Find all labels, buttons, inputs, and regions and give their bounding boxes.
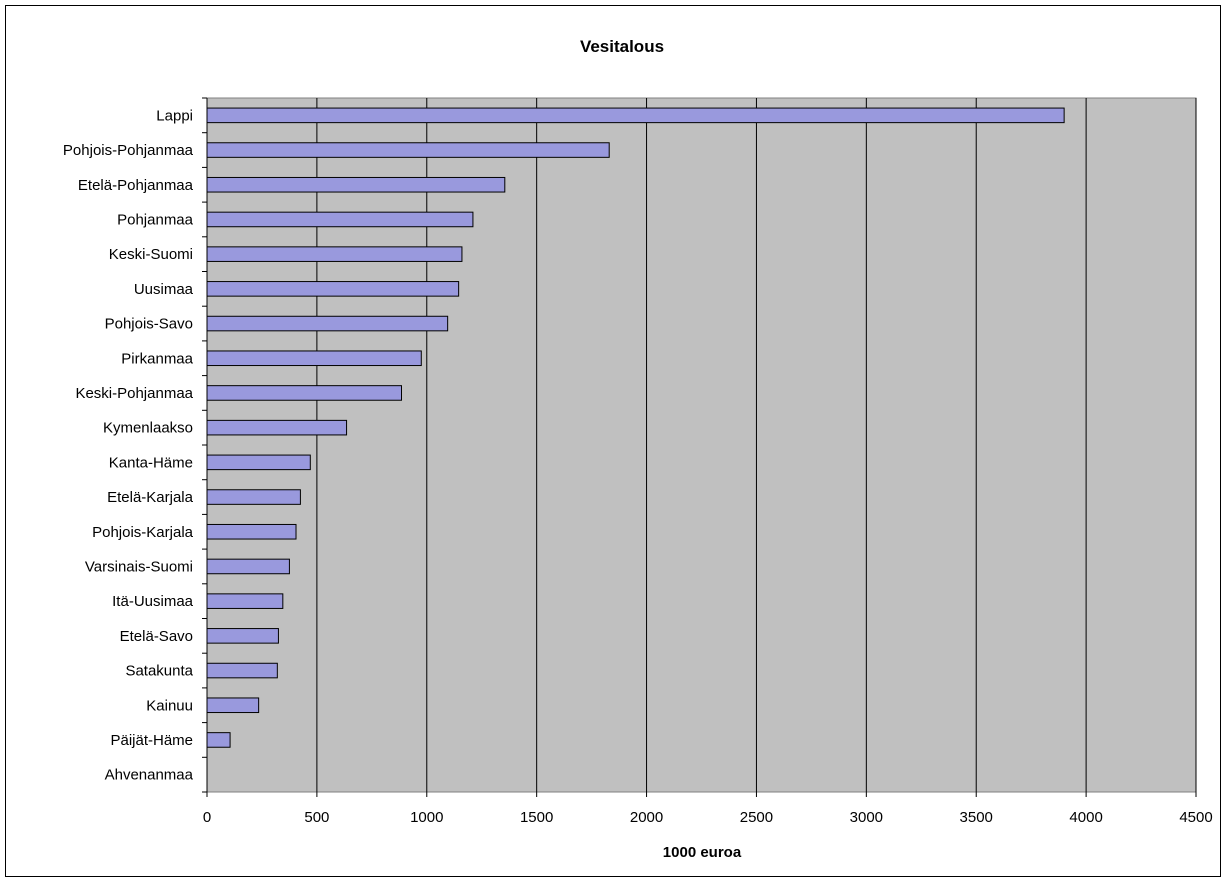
bar xyxy=(206,454,311,471)
y-tick-label: Keski-Suomi xyxy=(109,246,193,263)
y-tick-label: Pirkanmaa xyxy=(121,350,193,367)
bar xyxy=(206,315,449,332)
bar xyxy=(206,142,610,158)
y-tick-label: Kainuu xyxy=(146,697,193,714)
bar xyxy=(206,350,422,367)
plot-area xyxy=(206,97,1197,793)
x-tick-label: 2000 xyxy=(630,809,663,826)
x-tick-label: 1500 xyxy=(520,809,553,826)
bar xyxy=(206,211,474,228)
x-axis: 0 500 1000 1500 2000 2500 3000 3500 4000 4500 xyxy=(203,792,1213,826)
x-tick-label: 0 xyxy=(203,809,211,826)
bar xyxy=(206,385,403,401)
y-tick-label: Satakunta xyxy=(125,663,193,680)
y-tick-label: Lappi xyxy=(156,107,193,124)
x-tick-label: 3000 xyxy=(850,809,883,826)
y-axis: Lappi Pohjois-Pohjanmaa Etelä-Pohjanmaa Poh… xyxy=(63,97,208,793)
bar xyxy=(206,697,260,714)
y-tick-label: Etelä-Pohjanmaa xyxy=(78,177,194,194)
y-tick-label: Etelä-Savo xyxy=(120,628,193,645)
y-tick-label: Pohjois-Savo xyxy=(105,316,193,333)
y-tick-label: Etelä-Karjala xyxy=(107,489,194,506)
y-tick-label: Pohjanmaa xyxy=(117,211,194,228)
bar xyxy=(206,662,278,679)
y-tick-label: Keski-Pohjanmaa xyxy=(75,385,193,402)
bar xyxy=(206,246,463,262)
x-axis-label: 1000 euroa xyxy=(663,844,742,861)
x-tick-label: 4000 xyxy=(1069,809,1102,826)
y-tick-label: Pohjois-Karjala xyxy=(92,524,194,541)
bar xyxy=(206,176,506,193)
x-tick-label: 2500 xyxy=(740,809,773,826)
x-tick-label: 4500 xyxy=(1179,809,1212,826)
y-tick-label: Itä-Uusimaa xyxy=(112,593,194,610)
x-tick-label: 500 xyxy=(304,809,329,826)
bar xyxy=(206,558,290,575)
bar xyxy=(206,489,301,505)
y-tick-label: Ahvenanmaa xyxy=(105,767,194,784)
y-tick-label: Uusimaa xyxy=(134,281,194,298)
y-tick-label: Varsinais-Suomi xyxy=(85,558,193,575)
y-tick-label: Pohjois-Pohjanmaa xyxy=(63,142,194,159)
bar xyxy=(206,523,297,540)
bar xyxy=(206,593,284,609)
bars xyxy=(206,107,1065,748)
x-tick-label: 3500 xyxy=(960,809,993,826)
bar xyxy=(206,107,1065,124)
y-tick-label: Päijät-Häme xyxy=(110,732,193,749)
bar xyxy=(206,281,460,297)
y-tick-label: Kanta-Häme xyxy=(109,454,193,471)
bar xyxy=(206,419,348,436)
chart-title: Vesitalous xyxy=(580,37,664,56)
bar xyxy=(206,628,279,644)
bar xyxy=(206,732,231,748)
y-tick-label: Kymenlaakso xyxy=(103,420,193,437)
x-tick-label: 1000 xyxy=(410,809,443,826)
